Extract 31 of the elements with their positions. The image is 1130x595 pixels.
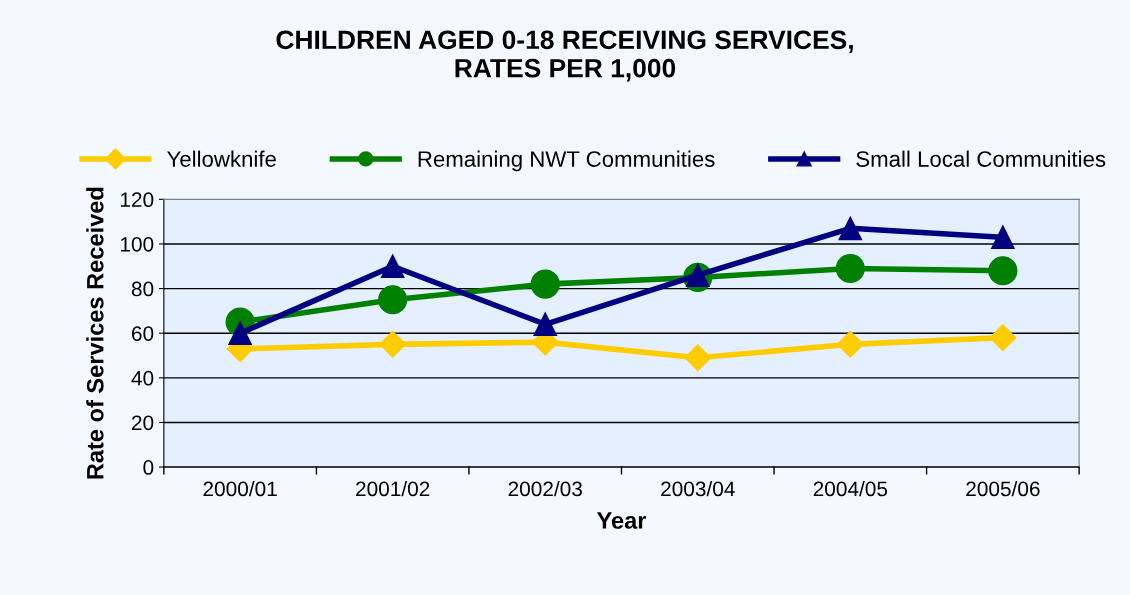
y-tick-label: 20 [132, 415, 154, 431]
point [988, 256, 1018, 286]
point [380, 254, 405, 279]
x-tick-label: 2004/05 [813, 480, 888, 497]
legend-label: Yellowknife [167, 150, 276, 167]
y-axis-title: Rate of Services Received [86, 187, 104, 479]
y-tick-label: 80 [131, 281, 154, 297]
point [991, 225, 1015, 250]
y-tick-label: 0 [143, 460, 154, 475]
x-tick-label: 2000/01 [203, 480, 277, 497]
point [684, 344, 712, 372]
point [530, 269, 560, 299]
point [378, 285, 408, 315]
point [379, 330, 407, 358]
x-tick-label: 2003/04 [661, 480, 735, 497]
y-tick-label: 120 [120, 192, 154, 208]
legend-label: Remaining NWT Communities [418, 150, 715, 172]
y-tick-label: 60 [132, 326, 154, 341]
y-tick-label: 100 [120, 236, 154, 252]
chart-title: CHILDREN AGED 0-18 RECEIVING SERVICES, RATES PER 1,000 [276, 30, 853, 82]
x-tick-label: 2002/03 [508, 480, 582, 497]
x-tick-label: 2001/02 [356, 480, 430, 497]
x-axis-title: Year [596, 512, 647, 529]
legend-label: Small Local Communities [856, 150, 1106, 167]
y-tick-label: 40 [131, 370, 154, 386]
x-tick-label: 2005/06 [966, 480, 1040, 497]
point [835, 253, 865, 284]
point [989, 324, 1017, 352]
point [838, 216, 863, 241]
point [533, 312, 558, 337]
point [836, 330, 864, 358]
